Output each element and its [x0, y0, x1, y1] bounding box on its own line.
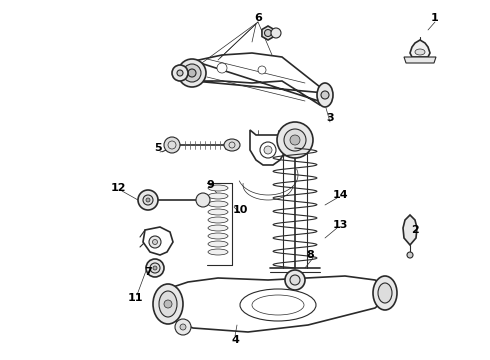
- Ellipse shape: [208, 185, 228, 191]
- Ellipse shape: [208, 233, 228, 239]
- Ellipse shape: [138, 190, 158, 210]
- Text: 4: 4: [231, 335, 239, 345]
- Ellipse shape: [188, 69, 196, 77]
- Text: 1: 1: [431, 13, 439, 23]
- Text: 13: 13: [332, 220, 348, 230]
- Circle shape: [149, 236, 161, 248]
- Polygon shape: [250, 130, 286, 165]
- Circle shape: [290, 275, 300, 285]
- Ellipse shape: [159, 291, 177, 317]
- Polygon shape: [403, 215, 417, 245]
- Text: 14: 14: [332, 190, 348, 200]
- Circle shape: [264, 146, 272, 154]
- Ellipse shape: [208, 249, 228, 255]
- Ellipse shape: [271, 28, 281, 38]
- Polygon shape: [194, 53, 325, 105]
- Ellipse shape: [150, 263, 160, 273]
- Circle shape: [285, 270, 305, 290]
- Ellipse shape: [407, 252, 413, 258]
- Ellipse shape: [208, 201, 228, 207]
- Text: 7: 7: [144, 267, 152, 277]
- Circle shape: [177, 70, 183, 76]
- Circle shape: [152, 239, 157, 244]
- Ellipse shape: [208, 241, 228, 247]
- Ellipse shape: [373, 276, 397, 310]
- Ellipse shape: [146, 259, 164, 277]
- Ellipse shape: [208, 217, 228, 223]
- Ellipse shape: [153, 284, 183, 324]
- Ellipse shape: [143, 195, 153, 205]
- Text: 3: 3: [326, 113, 334, 123]
- Ellipse shape: [178, 59, 206, 87]
- Circle shape: [258, 66, 266, 74]
- Circle shape: [146, 198, 150, 202]
- Ellipse shape: [183, 64, 201, 82]
- Text: 8: 8: [306, 250, 314, 260]
- Ellipse shape: [290, 135, 300, 145]
- Text: 11: 11: [127, 293, 143, 303]
- Polygon shape: [262, 26, 274, 40]
- Ellipse shape: [378, 283, 392, 303]
- Ellipse shape: [284, 129, 306, 151]
- Circle shape: [180, 324, 186, 330]
- Polygon shape: [410, 40, 430, 57]
- Ellipse shape: [317, 83, 333, 107]
- Circle shape: [164, 300, 172, 308]
- Ellipse shape: [224, 139, 240, 151]
- Polygon shape: [143, 227, 173, 255]
- Ellipse shape: [277, 122, 313, 158]
- Ellipse shape: [172, 65, 188, 81]
- Ellipse shape: [175, 319, 191, 335]
- Circle shape: [153, 266, 157, 270]
- Ellipse shape: [208, 193, 228, 199]
- Ellipse shape: [415, 49, 425, 55]
- Text: 10: 10: [232, 205, 247, 215]
- Text: 9: 9: [206, 180, 214, 190]
- Ellipse shape: [240, 289, 316, 321]
- Polygon shape: [404, 57, 436, 63]
- Text: 12: 12: [110, 183, 126, 193]
- Text: 5: 5: [154, 143, 162, 153]
- Ellipse shape: [208, 209, 228, 215]
- Ellipse shape: [164, 137, 180, 153]
- Circle shape: [265, 30, 271, 36]
- Circle shape: [321, 91, 329, 99]
- Polygon shape: [158, 276, 387, 332]
- Circle shape: [260, 142, 276, 158]
- Circle shape: [217, 63, 227, 73]
- Text: 2: 2: [411, 225, 419, 235]
- Text: 6: 6: [254, 13, 262, 23]
- Ellipse shape: [196, 193, 210, 207]
- Ellipse shape: [208, 225, 228, 231]
